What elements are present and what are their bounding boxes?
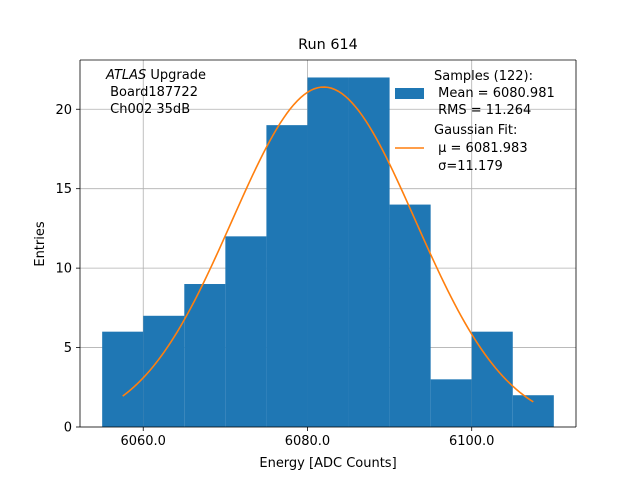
annotation-atlas: ATLAS	[105, 68, 146, 83]
histogram-bar	[266, 125, 308, 428]
y-axis-ticks: 0 5 10 15 20	[55, 103, 80, 436]
legend-samples-line-1: Samples (122):	[434, 69, 533, 84]
x-tick-label: 6080.0	[285, 434, 331, 449]
y-tick-label: 0	[64, 421, 72, 436]
legend-fit-line-3: σ=11.179	[434, 159, 503, 174]
legend-fit-line-2: μ = 6081.983	[434, 141, 528, 156]
histogram-bar	[512, 395, 554, 427]
histogram-bar	[348, 77, 390, 427]
legend-swatch-samples	[395, 88, 424, 99]
axes-frame	[79, 59, 577, 428]
legend-samples-line-2: Mean = 6080.981	[434, 86, 555, 101]
histogram-bar	[102, 331, 144, 427]
legend: Samples (122): Mean = 6080.981 RMS = 11.…	[395, 69, 555, 174]
x-axis-ticks: 6060.0 6080.0 6100.0	[120, 427, 494, 449]
annotation-upgrade: Upgrade	[146, 68, 206, 83]
y-tick-label: 20	[55, 103, 72, 118]
histogram-bar	[307, 77, 349, 427]
histogram-bar	[389, 204, 431, 427]
chart-title: Run 614	[298, 37, 358, 53]
y-tick-label: 15	[55, 182, 72, 197]
atlas-annotation: ATLAS Upgrade Board187722 Ch002 35dB	[105, 68, 206, 117]
annotation-line-3: Ch002 35dB	[106, 102, 190, 117]
y-tick-label: 5	[64, 341, 72, 356]
y-axis-label: Entries	[33, 221, 48, 267]
histogram-bar	[430, 379, 472, 427]
legend-samples-line-3: RMS = 11.264	[434, 103, 531, 118]
annotation-line-1: ATLAS Upgrade	[105, 68, 206, 83]
gaussian-fit-line	[122, 86, 534, 403]
x-axis-label: Energy [ADC Counts]	[259, 456, 396, 471]
x-tick-label: 6060.0	[120, 434, 166, 449]
histogram-bars	[102, 77, 554, 428]
x-tick-label: 6100.0	[449, 434, 495, 449]
annotation-line-2: Board187722	[106, 85, 198, 100]
histogram-bar	[184, 284, 226, 427]
histogram-bar	[225, 236, 267, 427]
gaussian-fit	[122, 86, 534, 403]
legend-fit-line-1: Gaussian Fit:	[434, 123, 517, 138]
y-tick-label: 10	[55, 262, 72, 277]
